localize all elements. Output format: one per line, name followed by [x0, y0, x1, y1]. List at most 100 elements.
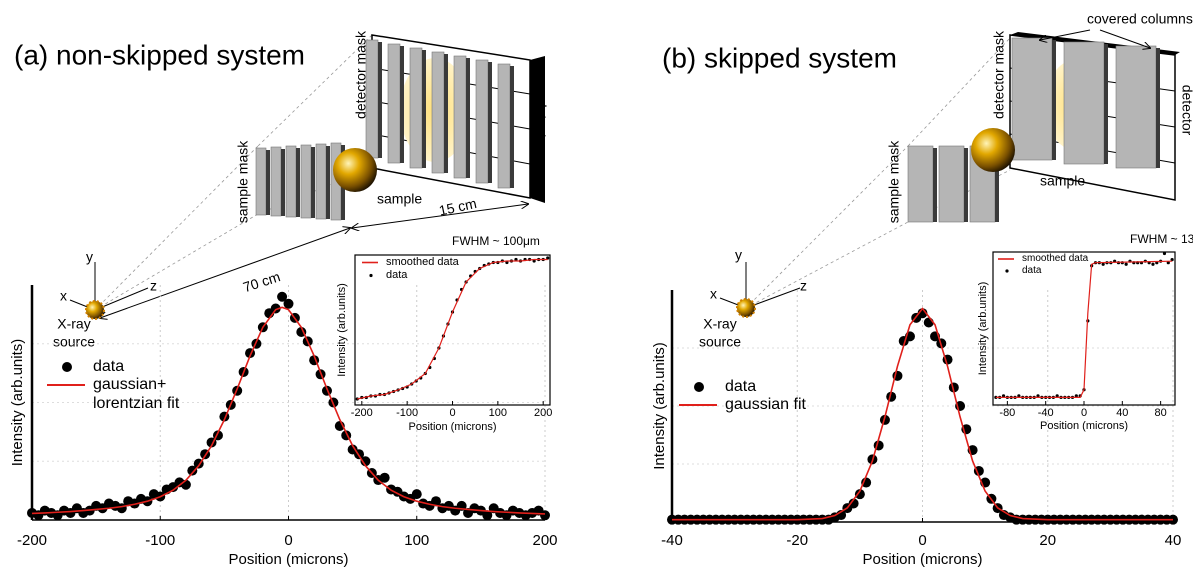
legend-label: smoothed data [1022, 253, 1089, 264]
data-point [1170, 258, 1174, 262]
diagram-label: X-ray [703, 316, 736, 332]
diagram-label: detector mask [353, 30, 369, 119]
diagram-label: source [699, 334, 741, 350]
legend-item: data [996, 265, 1116, 277]
data-point [379, 472, 390, 483]
data-point [283, 298, 294, 309]
legend-item: data [45, 358, 205, 376]
legend-item: data [360, 269, 480, 282]
x-tick-label: -80 [999, 407, 1015, 419]
beam-line [745, 145, 909, 309]
distance-arrow [352, 204, 528, 228]
data-point [1124, 262, 1128, 266]
mask-plate [475, 59, 489, 184]
mask-plate [453, 55, 467, 179]
x-tick-label: 80 [1155, 407, 1167, 419]
diagram-label: detector [1179, 85, 1193, 136]
diagram-label: 70 cm [241, 268, 282, 295]
data-point [1017, 394, 1021, 398]
mask-plate [270, 146, 282, 217]
mask-plate-side [1104, 44, 1108, 164]
mask-plate-side [1156, 48, 1160, 168]
legend-marker [679, 404, 717, 407]
legend-item: smoothed data [360, 256, 480, 269]
legend-label: data [93, 358, 125, 375]
legend-label: data [386, 269, 408, 281]
mask-plate [431, 51, 445, 174]
x-tick-label: 100 [404, 532, 429, 549]
mask-plate-side [444, 54, 448, 173]
fit-line [995, 260, 1173, 398]
fit-line [672, 307, 1173, 521]
legend-item: data [677, 378, 837, 396]
y-axis-label: Intensity (arb.units) [9, 339, 26, 467]
data-point [514, 257, 518, 262]
mask-plate [387, 43, 401, 164]
mask-plate-side [466, 58, 470, 178]
data-point [540, 510, 550, 521]
data-point [1101, 262, 1105, 266]
mask-plate [907, 145, 934, 223]
data-point [1166, 261, 1170, 265]
legend-label: data [1022, 265, 1042, 276]
coordinate-axes [69, 262, 149, 311]
diagram-label: y [735, 247, 742, 263]
mask-plate [409, 47, 423, 169]
mask-plate [255, 147, 267, 216]
data-point [270, 303, 281, 314]
coordinate-axes [719, 262, 801, 309]
beam-line [745, 221, 909, 309]
x-axis-label: Position (microns) [408, 421, 496, 433]
mask-plate [938, 145, 965, 223]
x-tick-label: 0 [449, 407, 455, 419]
data-point [1151, 262, 1155, 266]
fit-line [357, 258, 548, 400]
data-point [1074, 394, 1078, 398]
x-tick-label: 0 [1081, 407, 1087, 419]
mask-plate [315, 143, 327, 220]
mask-plate [1011, 37, 1053, 161]
annotation-arrow [1099, 29, 1150, 48]
beam-line [907, 37, 1011, 147]
distance-arrow [100, 228, 350, 318]
diagram-label: X-ray [57, 316, 90, 332]
legend-marker [998, 258, 1014, 260]
data-point [546, 256, 550, 260]
legend: smoothed data data [360, 256, 480, 282]
legend-item: gaussian+ lorentzian fit [45, 376, 205, 413]
y-axis-label: Intensity (arb.units) [336, 283, 348, 377]
panel-title: (b) skipped system [662, 42, 897, 73]
mask-plate-side [296, 148, 300, 217]
mask-plate-side [266, 150, 270, 215]
legend-symbol [62, 362, 72, 372]
x-tick-label: -40 [1038, 407, 1054, 419]
legend-label: gaussian fit [725, 396, 806, 414]
diagram-label: 15 cm [437, 195, 478, 219]
y-axis-label: Intensity (arb.units) [977, 282, 989, 376]
data-point [360, 456, 371, 467]
mask-plate [300, 144, 312, 219]
inset-title: FWHM ~ 13μm [1130, 232, 1193, 246]
data-point [1036, 394, 1040, 398]
mask-plate-side [488, 62, 492, 183]
mask-plate-side [510, 66, 514, 188]
mask-plate-side [964, 148, 968, 222]
legend-marker [694, 382, 704, 392]
detector-edge [530, 56, 545, 203]
x-axis-label: Position (microns) [1040, 420, 1128, 432]
mask-plate-side [281, 149, 285, 216]
diagram-label: y [86, 249, 93, 265]
x-tick-label: 200 [534, 407, 552, 419]
x-tick-label: -200 [351, 407, 373, 419]
x-tick-label: -100 [396, 407, 418, 419]
diagram-label: detector mask [991, 30, 1007, 119]
mask-plate-side [378, 42, 382, 158]
mask-plate-side [311, 147, 315, 218]
mask-plate-side [422, 50, 426, 168]
data-point [430, 496, 441, 507]
data-point [277, 291, 288, 302]
x-tick-label: 200 [532, 532, 557, 549]
legend-marker [369, 273, 373, 278]
legend-symbol [369, 273, 373, 278]
diagram-label: sample mask [886, 140, 902, 223]
